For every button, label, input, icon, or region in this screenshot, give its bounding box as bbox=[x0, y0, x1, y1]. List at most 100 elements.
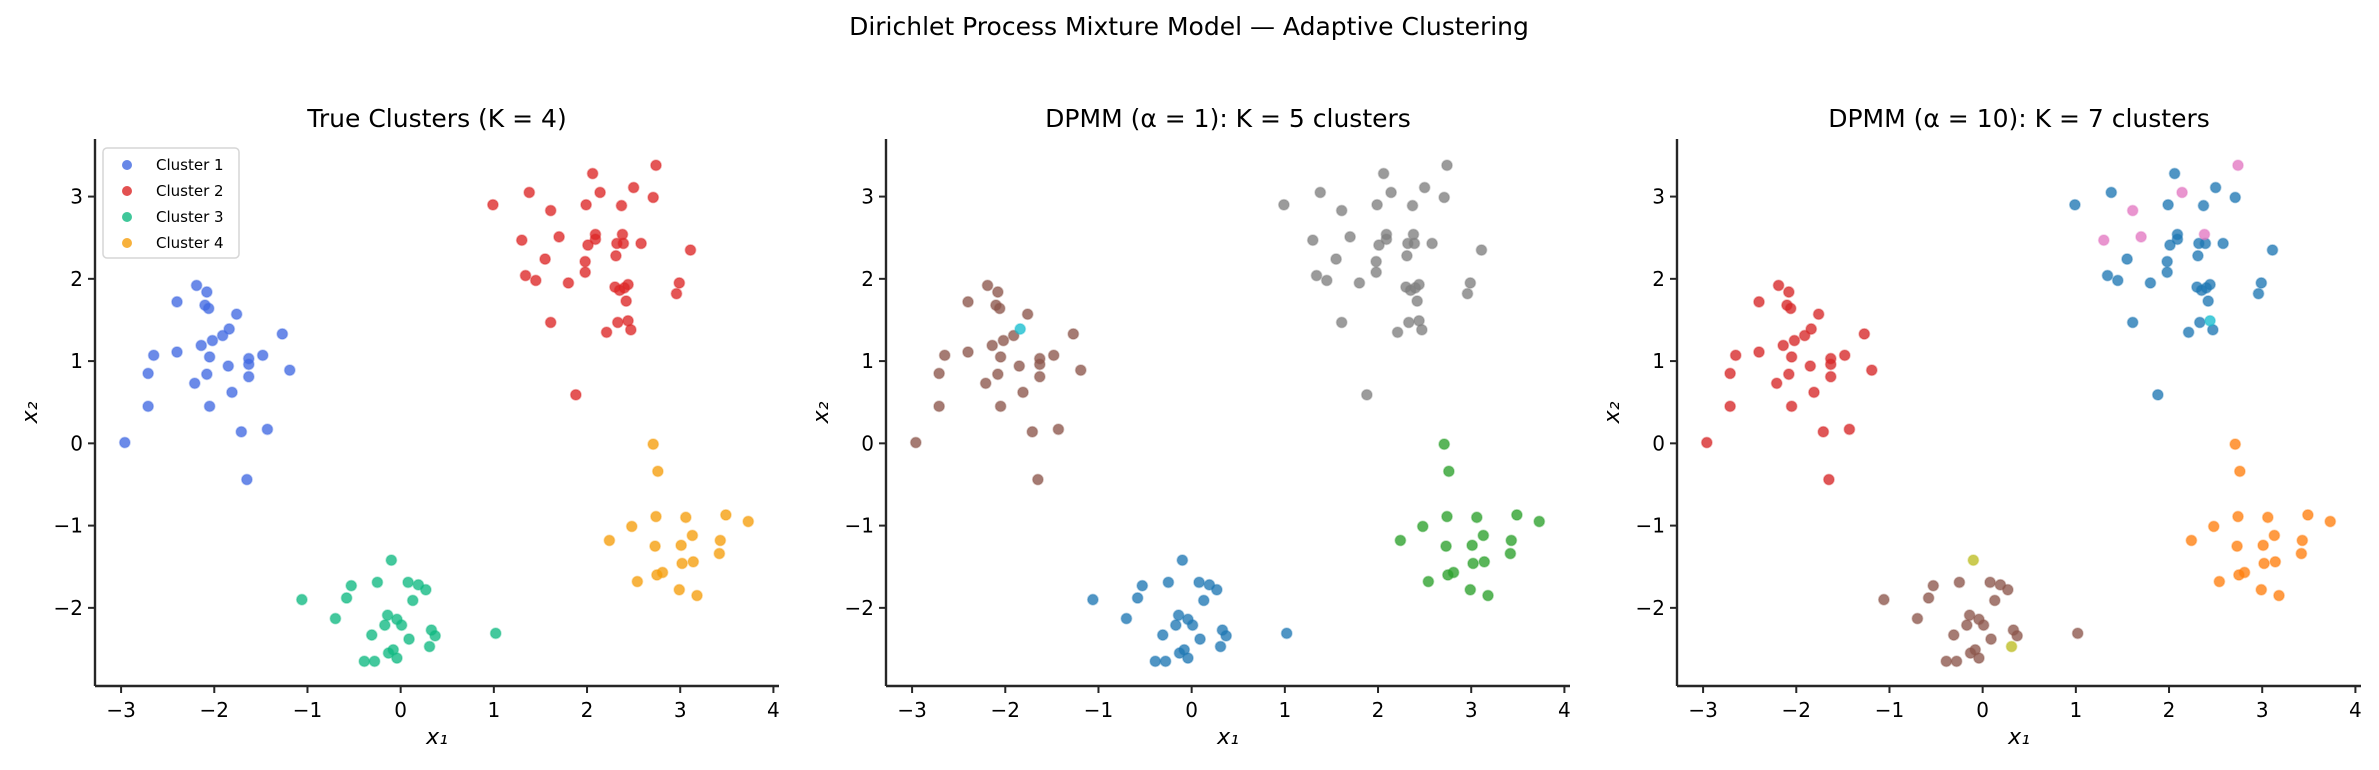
data-point bbox=[1344, 230, 1357, 243]
data-point bbox=[673, 276, 686, 289]
x-tick-label: 0 bbox=[1185, 698, 1198, 722]
data-point bbox=[670, 287, 683, 300]
x-tick-label: 0 bbox=[1976, 698, 1989, 722]
data-point bbox=[1911, 612, 1924, 625]
data-point bbox=[1172, 609, 1185, 622]
data-point bbox=[1967, 554, 1980, 567]
data-point bbox=[1808, 386, 1820, 399]
x-tick-label: −1 bbox=[1875, 698, 1904, 722]
data-point bbox=[2295, 547, 2308, 560]
data-point bbox=[1391, 326, 1404, 339]
data-point bbox=[1442, 465, 1455, 478]
data-point bbox=[1210, 583, 1223, 596]
data-point bbox=[2135, 230, 2148, 243]
x-tick-label: −2 bbox=[991, 698, 1020, 722]
y-tick-label: 0 bbox=[70, 431, 83, 455]
data-point bbox=[1812, 308, 1825, 321]
data-point bbox=[933, 400, 946, 413]
data-point bbox=[1784, 302, 1797, 315]
series-1 bbox=[118, 279, 296, 486]
data-point bbox=[171, 346, 183, 358]
series-7 bbox=[2185, 438, 2337, 602]
data-point bbox=[2229, 191, 2242, 204]
y-tick-label: 0 bbox=[861, 431, 874, 455]
data-point bbox=[2151, 388, 2164, 401]
y-tick-label: 1 bbox=[1652, 349, 1665, 373]
data-point bbox=[600, 326, 613, 339]
data-point bbox=[1724, 367, 1737, 380]
data-point bbox=[603, 534, 616, 547]
data-point bbox=[2198, 228, 2211, 241]
y-tick-label: 2 bbox=[861, 267, 874, 291]
data-point bbox=[1385, 186, 1398, 199]
data-point bbox=[529, 274, 542, 287]
data-point bbox=[2197, 199, 2210, 212]
x-tick-label: 2 bbox=[1372, 698, 1385, 722]
data-point bbox=[622, 278, 634, 291]
data-point bbox=[2182, 326, 2195, 339]
legend-item: Cluster 3 bbox=[122, 208, 224, 226]
y-tick-label: 3 bbox=[861, 185, 874, 209]
data-point bbox=[1940, 655, 1953, 668]
series-2 bbox=[2068, 167, 2279, 401]
data-point bbox=[2126, 204, 2139, 217]
legend-marker bbox=[122, 186, 132, 196]
data-point bbox=[276, 327, 289, 340]
data-point bbox=[993, 302, 1006, 315]
data-point bbox=[222, 360, 235, 372]
data-point bbox=[1466, 539, 1479, 552]
data-point bbox=[649, 540, 662, 553]
data-point bbox=[1782, 368, 1795, 381]
data-point bbox=[675, 539, 688, 552]
data-point bbox=[1447, 566, 1460, 579]
data-point bbox=[1440, 540, 1453, 553]
x-tick-label: 4 bbox=[2349, 698, 2362, 722]
data-point bbox=[147, 349, 160, 362]
data-point bbox=[1203, 578, 1216, 591]
data-point bbox=[190, 279, 203, 292]
data-point bbox=[2071, 627, 2084, 640]
data-point bbox=[938, 349, 951, 362]
data-point bbox=[1026, 425, 1039, 438]
data-point bbox=[1753, 346, 1765, 358]
data-point bbox=[1729, 349, 1742, 362]
data-point bbox=[2258, 557, 2271, 570]
data-point bbox=[371, 576, 384, 589]
data-point bbox=[1805, 323, 1818, 335]
subplots: True Clusters (K = 4) −3 −2 −1 0 1 2 3 4 −2 −1 0 1 2 3… bbox=[18, 104, 2362, 750]
data-point bbox=[1394, 534, 1407, 547]
data-point bbox=[423, 640, 436, 653]
data-point bbox=[2202, 295, 2215, 307]
data-point bbox=[1052, 423, 1065, 436]
data-point bbox=[1777, 339, 1790, 352]
data-point bbox=[1086, 593, 1099, 606]
legend: Cluster 1 Cluster 2 Cluster 3 Cluster 4 bbox=[102, 147, 240, 259]
data-point bbox=[419, 583, 432, 596]
data-point bbox=[2296, 534, 2309, 547]
data-point bbox=[909, 436, 922, 449]
data-point bbox=[1416, 520, 1429, 533]
data-point bbox=[390, 652, 403, 664]
data-point bbox=[1067, 327, 1080, 340]
x-tick-label: −1 bbox=[1084, 698, 1113, 722]
data-point bbox=[579, 266, 592, 279]
data-point bbox=[691, 589, 703, 602]
figure-suptitle: Dirichlet Process Mixture Model — Adapti… bbox=[849, 12, 1529, 41]
y-axis-label: x₂ bbox=[1600, 401, 1625, 424]
data-point bbox=[656, 566, 669, 579]
data-point bbox=[1335, 204, 1348, 217]
data-point bbox=[1280, 627, 1293, 640]
data-point bbox=[1824, 370, 1837, 383]
data-point bbox=[2068, 198, 2081, 211]
data-point bbox=[1977, 619, 1990, 632]
data-point bbox=[650, 510, 662, 523]
series-4 bbox=[2204, 314, 2216, 327]
data-point bbox=[2185, 534, 2198, 547]
x-tick-label: −2 bbox=[1782, 698, 1811, 722]
data-point bbox=[1505, 534, 1518, 547]
data-point bbox=[240, 473, 253, 486]
data-point bbox=[1922, 592, 1935, 604]
data-point bbox=[2255, 276, 2268, 289]
data-point bbox=[1176, 554, 1189, 567]
